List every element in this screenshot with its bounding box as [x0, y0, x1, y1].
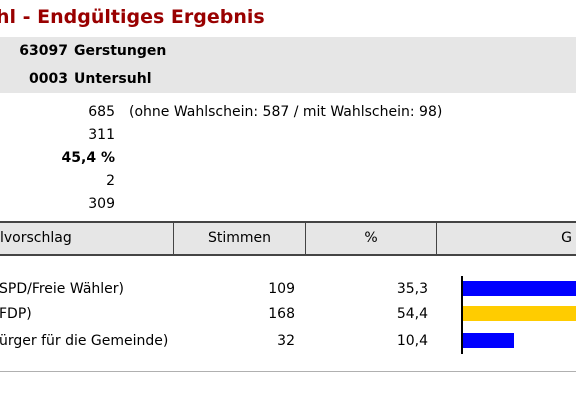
header-proposal-label: lvorschlag [0, 230, 72, 246]
district-row: 0003 Untersuhl [0, 65, 576, 93]
stat-value-invalid: 2 [106, 173, 115, 189]
row-bar [463, 306, 576, 321]
table-bottom-divider [0, 371, 576, 372]
header-votes-label: Stimmen [207, 230, 272, 246]
area-header: 63097 Gerstungen 0003 Untersuhl [0, 37, 576, 93]
row-votes: 168 [268, 306, 295, 322]
row-percent: 35,3 [396, 281, 428, 297]
row-label: FDP) [0, 306, 32, 322]
stat-value-turnout: 45,4 % [61, 150, 115, 166]
district-name: Untersuhl [74, 71, 152, 87]
table-row: SPD/Freie Wähler) 109 35,3 [0, 277, 576, 302]
row-percent: 10,4 [396, 333, 428, 349]
bar-axis [461, 276, 463, 354]
results-table-header: lvorschlag Stimmen % G [0, 221, 576, 256]
header-votes: Stimmen [174, 223, 306, 254]
row-label: ürger für die Gemeinde) [0, 333, 169, 349]
stat-value-eligible: 685 [88, 104, 115, 120]
row-label: SPD/Freie Wähler) [0, 281, 124, 297]
row-bar [463, 281, 576, 296]
table-row: ürger für die Gemeinde) 32 10,4 [0, 329, 576, 354]
page-title: hl - Endgültiges Ergebnis [0, 6, 265, 28]
stat-value-valid: 309 [88, 196, 115, 212]
municipality-name: Gerstungen [74, 43, 167, 59]
stat-value-voters: 311 [88, 127, 115, 143]
header-graphic: G [437, 223, 576, 254]
header-proposal: lvorschlag [0, 223, 174, 254]
row-votes: 32 [277, 333, 295, 349]
stat-note-eligible: (ohne Wahlschein: 587 / mit Wahlschein: … [129, 104, 443, 120]
header-percent-label: % [364, 230, 378, 246]
district-code: 0003 [29, 71, 68, 87]
row-bar [463, 333, 514, 348]
header-percent: % [306, 223, 437, 254]
header-graphic-label: G [561, 230, 572, 246]
municipality-code: 63097 [19, 43, 68, 59]
row-votes: 109 [268, 281, 295, 297]
table-row: FDP) 168 54,4 [0, 302, 576, 327]
row-percent: 54,4 [396, 306, 428, 322]
municipality-row: 63097 Gerstungen [0, 37, 576, 65]
